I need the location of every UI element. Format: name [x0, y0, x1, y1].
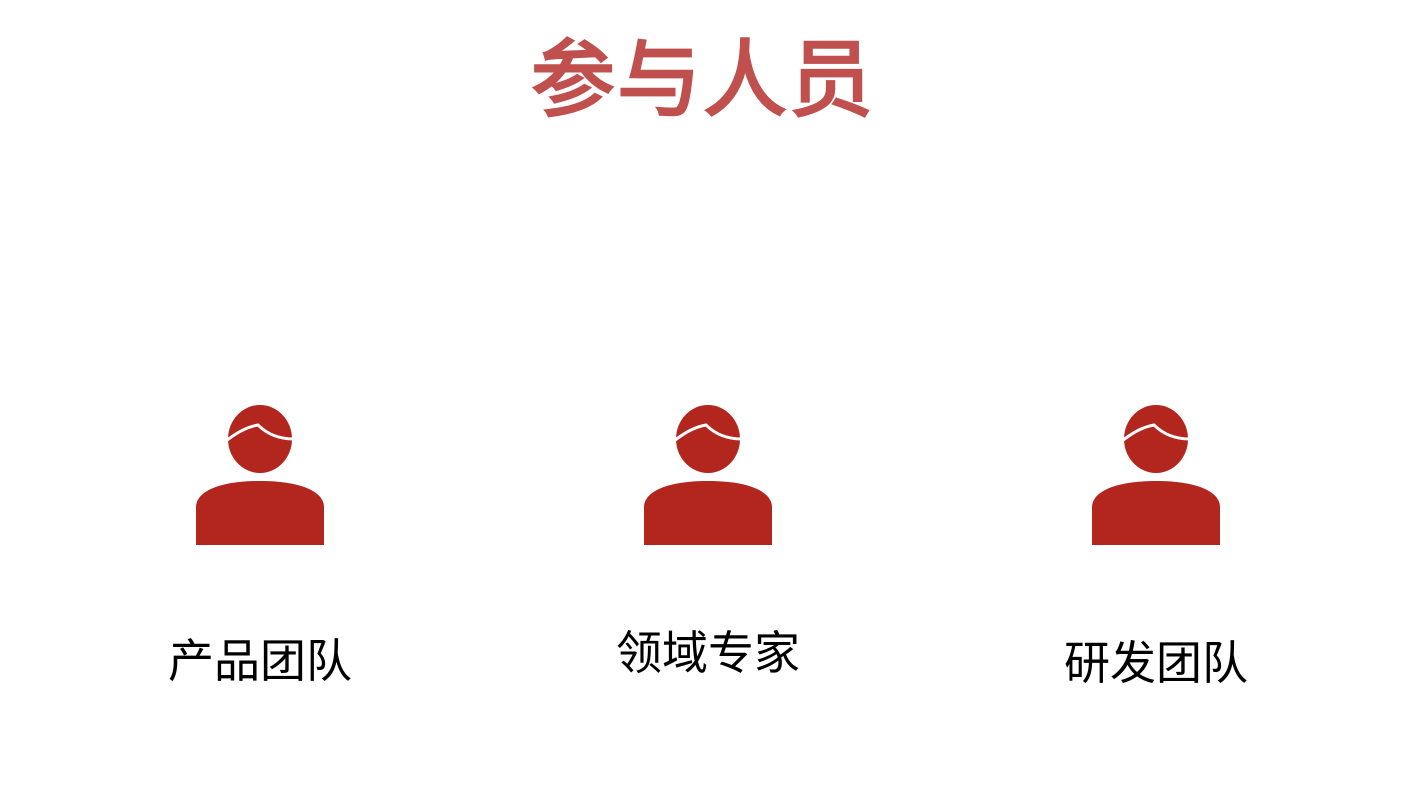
page-title: 参与人员: [530, 31, 875, 129]
person-icon: [1092, 405, 1220, 545]
member-label: 产品团队: [168, 634, 352, 688]
member-domain-experts: 领域专家: [588, 0, 828, 804]
person-icon: [196, 405, 324, 545]
member-label: 研发团队: [1064, 636, 1248, 690]
person-icon: [644, 405, 772, 545]
member-dev-team: 研发团队: [1036, 0, 1276, 804]
member-product-team: 产品团队: [140, 0, 380, 804]
member-label: 领域专家: [616, 626, 800, 680]
